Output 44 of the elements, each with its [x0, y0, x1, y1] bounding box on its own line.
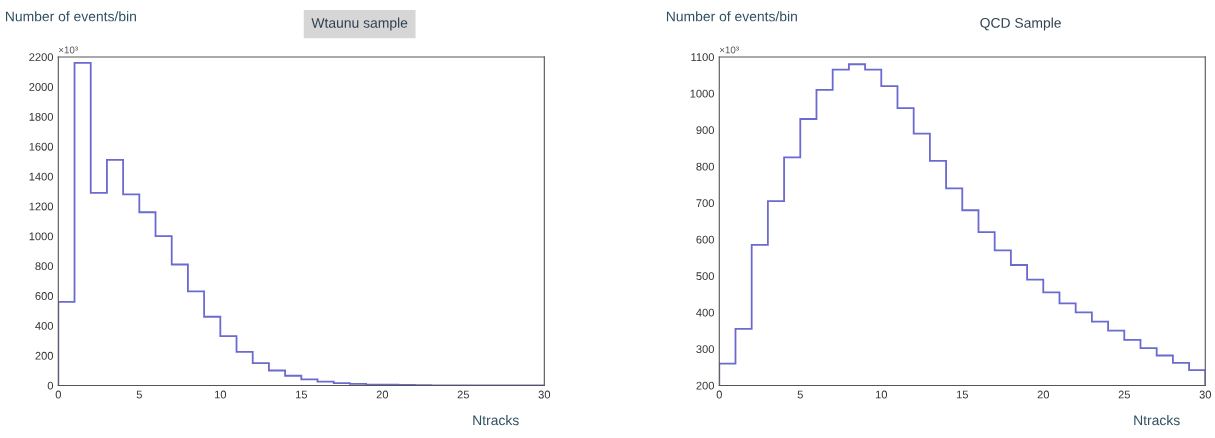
x-tick-label: 30: [538, 390, 551, 399]
x-axis-title: Ntracks: [1134, 415, 1180, 426]
y-tick-label: 1000: [29, 232, 54, 241]
y-tick-label: 2000: [29, 83, 54, 91]
y-tick-label: 400: [696, 308, 714, 317]
y-tick-label: 1200: [29, 202, 54, 211]
x-tick-label: 10: [875, 390, 888, 399]
y-tick-label: 800: [35, 262, 54, 271]
text: ×10³: [58, 46, 78, 54]
y-tick-label: 200: [35, 351, 54, 360]
x-tick-label: 15: [956, 390, 968, 399]
x-tick-label: 0: [55, 390, 61, 399]
y-tick-label: 0: [47, 381, 54, 390]
y-tick-label: 800: [696, 162, 714, 171]
y-axis-title: Number of events/bin: [666, 11, 797, 22]
x-tick-label: 15: [295, 390, 308, 399]
x-tick-label: 25: [1118, 390, 1130, 399]
y-tick-label: 2200: [29, 53, 54, 62]
x-tick-label: 25: [457, 390, 470, 399]
x-axis-title: Ntracks: [473, 415, 519, 426]
y-tick-label: 600: [696, 235, 714, 244]
y-tick-label: 1400: [29, 172, 54, 181]
y-tick-label: 500: [696, 272, 714, 281]
y-tick-label: 200: [696, 381, 714, 390]
x-tick-label: 20: [1037, 390, 1050, 399]
x-tick-label: 20: [376, 390, 389, 399]
y-tick-label: 600: [35, 292, 54, 300]
x-tick-label: 5: [797, 390, 803, 399]
y-tick-label: 700: [696, 199, 714, 208]
y-axis-title: Number of events/bin: [6, 11, 136, 22]
y-tick-label: 300: [696, 345, 714, 354]
x-tick-label: 0: [716, 390, 722, 399]
x-tick-label: 5: [136, 390, 142, 399]
y-tick-label: 1000: [690, 89, 714, 98]
x-tick-label: 30: [1199, 390, 1212, 399]
text: ×10³: [719, 46, 739, 54]
y-tick-label: 400: [35, 321, 54, 330]
chart-title: Wtaunu sample: [311, 17, 408, 31]
y-tick-label: 1800: [29, 112, 54, 121]
y-tick-label: 1600: [29, 142, 54, 151]
chart-title: QCD Sample: [980, 17, 1061, 31]
y-tick-label: 900: [696, 126, 714, 135]
x-tick-label: 10: [214, 390, 227, 399]
y-tick-label: 1100: [691, 53, 714, 62]
